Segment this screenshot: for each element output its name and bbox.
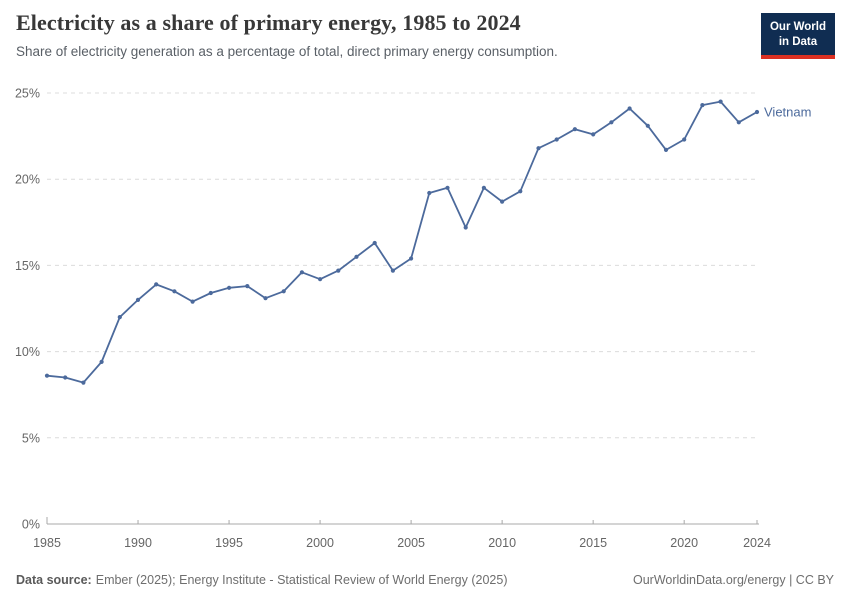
- data-point[interactable]: [663, 147, 669, 152]
- y-axis-tick-label: 25%: [15, 87, 40, 101]
- data-point[interactable]: [591, 132, 596, 137]
- data-point[interactable]: [682, 137, 687, 142]
- owid-logo-line1: Our World: [769, 21, 826, 33]
- x-axis-tick-label: 2005: [397, 536, 425, 550]
- owid-logo[interactable]: Our World in Data: [760, 13, 835, 59]
- data-point[interactable]: [336, 268, 341, 273]
- data-source-text: Ember (2025); Energy Institute - Statist…: [95, 573, 508, 587]
- owid-logo-line2: in Data: [778, 35, 818, 48]
- x-axis-tick-label: 2000: [306, 536, 334, 550]
- data-point[interactable]: [318, 277, 323, 282]
- x-axis-tick-label: 1995: [215, 536, 243, 550]
- data-point[interactable]: [645, 123, 650, 128]
- data-point[interactable]: [500, 199, 505, 204]
- page-subtitle: Share of electricity generation as a per…: [16, 44, 558, 60]
- y-axis-tick-label: 10%: [15, 345, 40, 359]
- data-point[interactable]: [154, 282, 159, 287]
- data-point[interactable]: [135, 297, 141, 302]
- data-point[interactable]: [172, 289, 177, 294]
- x-axis-tick-label: 2010: [488, 536, 516, 550]
- data-point[interactable]: [372, 240, 377, 246]
- data-point[interactable]: [409, 256, 414, 261]
- data-point[interactable]: [245, 284, 250, 289]
- data-point[interactable]: [99, 359, 104, 364]
- data-point[interactable]: [627, 106, 632, 111]
- data-point[interactable]: [736, 120, 741, 125]
- x-axis-tick-label: 1985: [33, 536, 61, 550]
- y-axis-tick-label: 5%: [22, 431, 40, 445]
- data-point[interactable]: [299, 270, 304, 275]
- data-point[interactable]: [63, 375, 68, 380]
- data-point[interactable]: [227, 285, 232, 290]
- x-axis-tick-label: 2015: [579, 536, 607, 550]
- y-axis-tick-label: 15%: [15, 259, 40, 273]
- data-point[interactable]: [481, 185, 486, 190]
- data-point[interactable]: [518, 189, 523, 194]
- data-source: Data source: Ember (2025); Energy Institu…: [16, 573, 507, 587]
- series-label-vietnam: Vietnam: [764, 104, 811, 119]
- data-point[interactable]: [718, 99, 723, 104]
- data-point[interactable]: [117, 315, 122, 320]
- data-line-vietnam[interactable]: [46, 100, 758, 384]
- x-axis-tick-label: 1990: [124, 536, 152, 550]
- data-point[interactable]: [354, 254, 359, 259]
- data-point[interactable]: [572, 127, 578, 132]
- x-axis-tick-label: 2020: [670, 536, 698, 550]
- data-point[interactable]: [463, 225, 468, 230]
- data-point[interactable]: [609, 120, 614, 125]
- data-point[interactable]: [81, 380, 86, 385]
- data-point[interactable]: [390, 268, 395, 273]
- data-point[interactable]: [554, 137, 559, 142]
- chart-header: Electricity as a share of primary energy…: [16, 10, 755, 61]
- data-point[interactable]: [44, 373, 50, 378]
- data-point[interactable]: [190, 299, 195, 304]
- y-axis-tick-label: 0%: [22, 518, 40, 532]
- data-source-label: Data source:: [16, 573, 92, 587]
- data-point[interactable]: [754, 109, 760, 115]
- data-point[interactable]: [445, 185, 450, 190]
- data-point[interactable]: [700, 103, 705, 108]
- data-point[interactable]: [208, 290, 213, 296]
- chart-footer: Data source: Ember (2025); Energy Institu…: [16, 573, 834, 587]
- y-axis-tick-label: 20%: [15, 173, 40, 187]
- data-point[interactable]: [427, 190, 432, 196]
- page-title: Electricity as a share of primary energy…: [16, 10, 521, 35]
- data-point[interactable]: [263, 296, 268, 301]
- footer-license-link[interactable]: OurWorldinData.org/energy | CC BY: [632, 573, 834, 587]
- x-axis-tick-label: 2024: [743, 536, 771, 550]
- data-point[interactable]: [281, 289, 286, 294]
- data-point[interactable]: [536, 146, 541, 151]
